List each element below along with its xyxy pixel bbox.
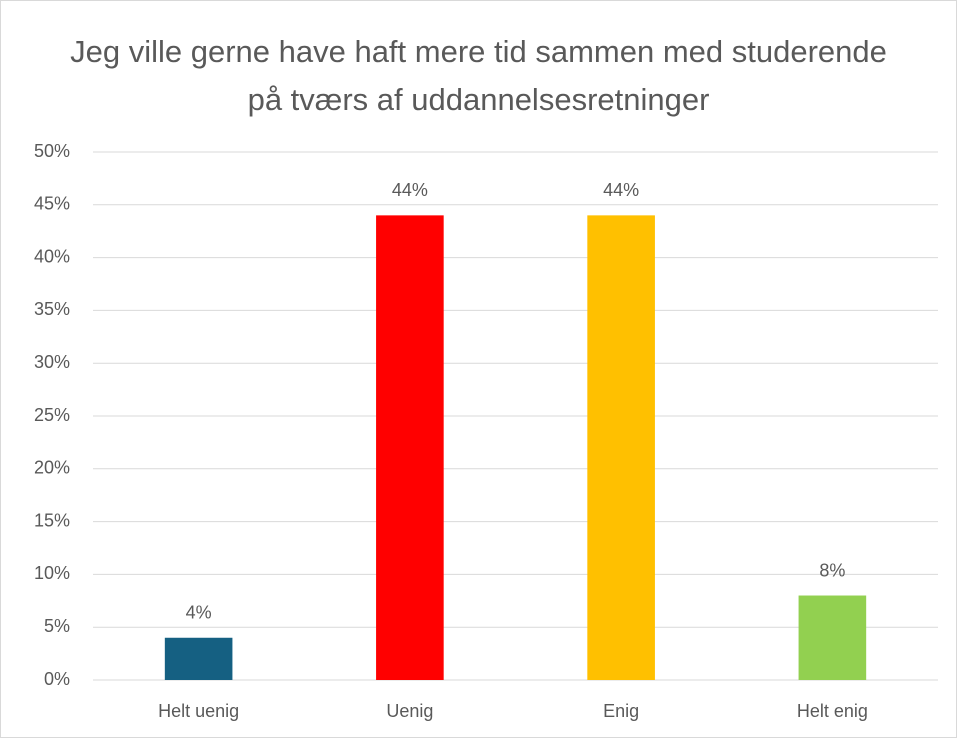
- chart-title: Jeg ville gerne have haft mere tid samme…: [70, 34, 887, 117]
- y-tick-label: 20%: [34, 458, 70, 478]
- x-tick-label: Helt enig: [797, 701, 868, 721]
- y-tick-label: 50%: [34, 141, 70, 161]
- y-tick-label: 15%: [34, 510, 70, 530]
- bar: [587, 215, 655, 681]
- x-tick-label: Uenig: [386, 701, 433, 721]
- x-tick-label: Enig: [603, 701, 639, 721]
- y-tick-label: 30%: [34, 352, 70, 372]
- bar: [164, 637, 233, 680]
- data-label: 4%: [186, 603, 212, 623]
- data-label: 44%: [392, 180, 428, 200]
- y-tick-label: 35%: [34, 299, 70, 319]
- y-tick-label: 45%: [34, 194, 70, 214]
- y-tick-label: 40%: [34, 246, 70, 266]
- x-tick-label: Helt uenig: [158, 701, 239, 721]
- data-label: 44%: [603, 180, 639, 200]
- bar: [798, 595, 867, 680]
- y-tick-label: 25%: [34, 405, 70, 425]
- data-label: 8%: [819, 560, 845, 580]
- y-tick-label: 5%: [44, 616, 70, 636]
- bar: [376, 215, 444, 681]
- y-tick-label: 10%: [34, 563, 70, 583]
- y-tick-label: 0%: [44, 669, 70, 689]
